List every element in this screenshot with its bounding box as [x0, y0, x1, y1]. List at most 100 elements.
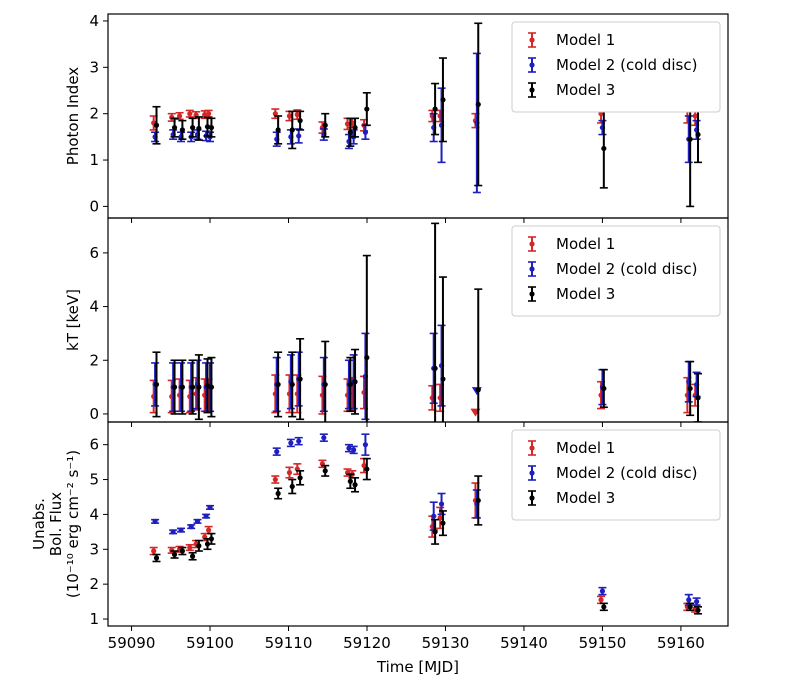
data-point	[171, 384, 178, 390]
data-point	[179, 548, 185, 554]
legend-label: Model 2 (cold disc)	[556, 56, 697, 74]
x-tick-label: 59150	[579, 634, 627, 652]
data-point	[694, 598, 700, 605]
y-tick-label: 6	[89, 436, 99, 454]
data-point	[598, 597, 604, 603]
data-point	[362, 442, 369, 448]
legend-marker	[529, 87, 535, 93]
y-axis-label: Bol. Flux	[47, 492, 65, 556]
data-point	[189, 124, 196, 131]
data-point	[204, 383, 211, 389]
data-point	[297, 475, 303, 481]
data-point	[347, 478, 353, 484]
data-point	[171, 124, 178, 131]
legend-marker	[529, 62, 535, 68]
data-point	[289, 483, 295, 490]
data-point	[695, 131, 701, 138]
data-point	[475, 387, 481, 393]
data-point	[440, 376, 446, 382]
y-tick-label: 2	[89, 105, 99, 123]
data-point	[687, 136, 693, 142]
x-tick-label: 59110	[265, 634, 313, 652]
data-point	[286, 469, 293, 476]
legend-marker	[529, 291, 535, 297]
data-point	[364, 106, 370, 112]
legend-label: Model 3	[556, 285, 615, 303]
data-point	[274, 449, 280, 455]
y-tick-label: 4	[89, 298, 99, 316]
data-point	[475, 101, 481, 108]
data-point	[687, 604, 693, 610]
data-point	[289, 381, 295, 388]
data-point	[364, 466, 370, 472]
data-point	[695, 395, 701, 401]
y-tick-label: 3	[89, 58, 99, 76]
data-point	[322, 122, 328, 128]
data-point	[176, 113, 183, 119]
data-point	[188, 524, 194, 530]
data-point	[178, 527, 184, 533]
data-point	[362, 129, 369, 135]
data-point	[440, 520, 446, 526]
data-point	[171, 551, 178, 558]
data-point	[208, 124, 215, 131]
legend: Model 1 Model 2 (cold disc) Model 3	[511, 225, 721, 317]
data-point	[438, 501, 445, 507]
data-point	[152, 518, 158, 524]
data-layer	[149, 433, 703, 615]
data-point	[351, 447, 357, 453]
data-point	[153, 381, 160, 388]
y-axis-label: (10⁻¹⁰ erg cm⁻² s⁻¹)	[64, 450, 82, 598]
legend-label: Model 2 (cold disc)	[556, 464, 697, 482]
legend-frame	[511, 225, 721, 317]
data-point	[432, 365, 438, 371]
legend-label: Model 2 (cold disc)	[556, 260, 697, 278]
data-point	[194, 518, 201, 524]
x-tick-label: 59160	[657, 634, 705, 652]
data-point	[208, 384, 215, 390]
y-tick-label: 1	[89, 151, 99, 169]
y-axis-label: Unabs.	[30, 498, 48, 550]
y-tick-label: 6	[89, 244, 99, 262]
y-tick-label: 2	[89, 351, 99, 369]
legend-marker	[529, 241, 535, 247]
data-point	[294, 112, 300, 118]
y-axis-label: Photon Index	[64, 67, 82, 165]
panel-1: 0 1 2 3 4 Photon Index Model 1 Model 2 (cold di…	[64, 12, 729, 223]
data-point	[321, 435, 327, 441]
legend-marker	[529, 470, 535, 476]
data-point	[272, 111, 278, 117]
data-point	[286, 113, 293, 119]
data-point	[361, 462, 367, 469]
data-point	[153, 555, 160, 561]
legend-marker	[529, 495, 535, 501]
legend-frame	[511, 429, 721, 521]
data-point	[196, 384, 202, 390]
data-layer	[149, 222, 703, 422]
data-point	[695, 607, 701, 613]
y-tick-label: 0	[89, 197, 99, 215]
data-point	[352, 124, 358, 131]
data-point	[432, 529, 438, 535]
data-point	[179, 127, 185, 133]
x-tick-label: 59130	[422, 634, 470, 652]
data-point	[344, 121, 351, 127]
data-point	[196, 543, 202, 549]
legend: Model 1 Model 2 (cold disc) Model 3	[511, 21, 721, 113]
data-point	[208, 536, 215, 542]
data-point	[431, 513, 437, 519]
data-point	[189, 553, 196, 559]
x-tick-label: 59090	[108, 634, 156, 652]
data-point	[599, 588, 606, 594]
data-point	[352, 379, 358, 385]
legend-label: Model 1	[556, 439, 615, 457]
data-point	[352, 482, 358, 488]
data-point	[288, 440, 294, 446]
data-point	[601, 145, 607, 152]
data-point	[187, 544, 193, 551]
legend-marker	[529, 37, 535, 43]
data-point	[475, 497, 481, 504]
data-point	[432, 106, 438, 112]
legend-label: Model 1	[556, 235, 615, 253]
